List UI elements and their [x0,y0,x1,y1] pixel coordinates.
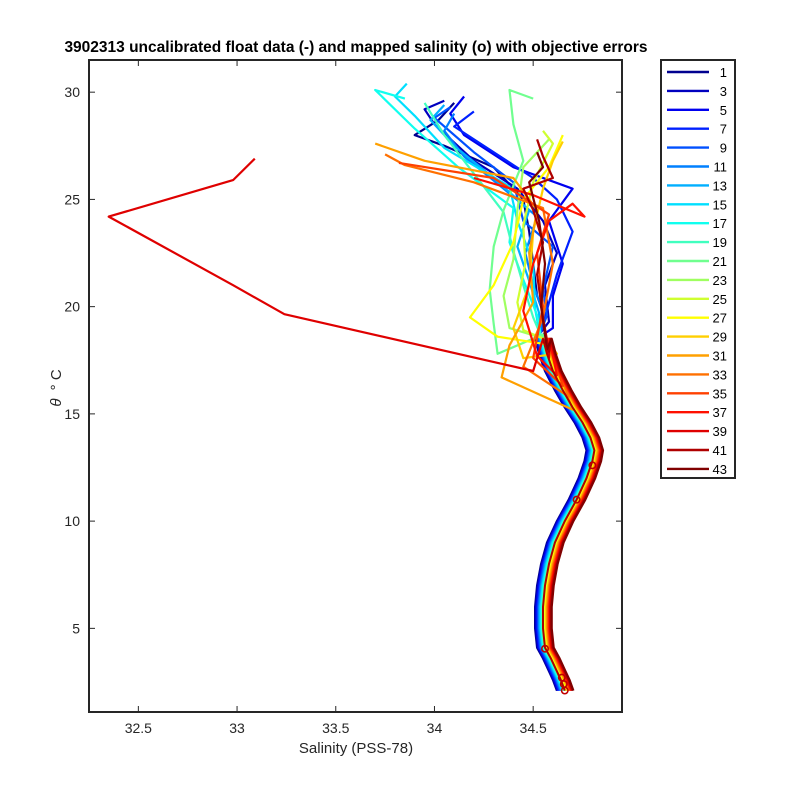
legend-label: 13 [713,178,727,193]
y-tick-label: 25 [64,191,80,207]
x-axis: 32.5 33 33.5 34 34.5 [125,60,547,736]
x-tick-label: 32.5 [125,720,152,736]
chart-title: 3902313 uncalibrated float data (-) and … [64,39,647,56]
legend-label: 35 [713,386,727,401]
legend-label: 7 [720,122,727,137]
legend-label: 15 [713,197,727,212]
y-tick-label: 5 [72,620,80,636]
mapped-salinity-marker [557,673,566,682]
mapped-salinity-marker [541,644,550,653]
legend-label: 43 [713,462,727,477]
x-tick-label: 34 [427,720,443,736]
legend-label: 31 [713,349,727,364]
mapped-salinity-marker [588,461,597,470]
deep-profile-group [541,338,597,695]
y-axis-label: θ ° C [48,369,65,406]
y-axis: 5 10 15 20 25 30 [64,84,622,636]
y-tick-label: 20 [64,299,80,315]
x-axis-label: Salinity (PSS-78) [299,740,413,757]
legend-label: 9 [720,141,727,156]
y-tick-label: 10 [64,513,80,529]
y-tick-label: 15 [64,406,80,422]
legend-label: 25 [713,292,727,307]
legend-label: 17 [713,216,727,231]
x-tick-label: 33.5 [322,720,349,736]
mapped-salinity-marker [572,495,581,504]
legend-label: 5 [720,103,727,118]
series-line [528,151,605,691]
x-tick-label: 33 [229,720,245,736]
legend-label: 39 [713,424,727,439]
legend-label: 19 [713,235,727,250]
legend-label: 21 [713,254,727,269]
legend-label: 29 [713,330,727,345]
legend-label: 11 [714,160,728,175]
legend-label: 37 [713,405,727,420]
plot-area [89,60,622,712]
axes-box [88,59,623,713]
svg-text:θ ° C: θ ° C [48,369,65,406]
y-axis-label-symbol: θ [48,399,65,407]
legend-label: 41 [713,443,727,458]
legend-label: 27 [713,311,727,326]
deep-profile-line [542,338,596,691]
legend-label: 1 [720,65,727,80]
legend-label: 23 [713,273,727,288]
y-tick-label: 30 [64,84,80,100]
legend-label: 3 [720,84,727,99]
x-tick-label: 34.5 [520,720,547,736]
legend-label: 33 [713,367,727,382]
y-axis-label-unit: ° C [48,369,65,390]
